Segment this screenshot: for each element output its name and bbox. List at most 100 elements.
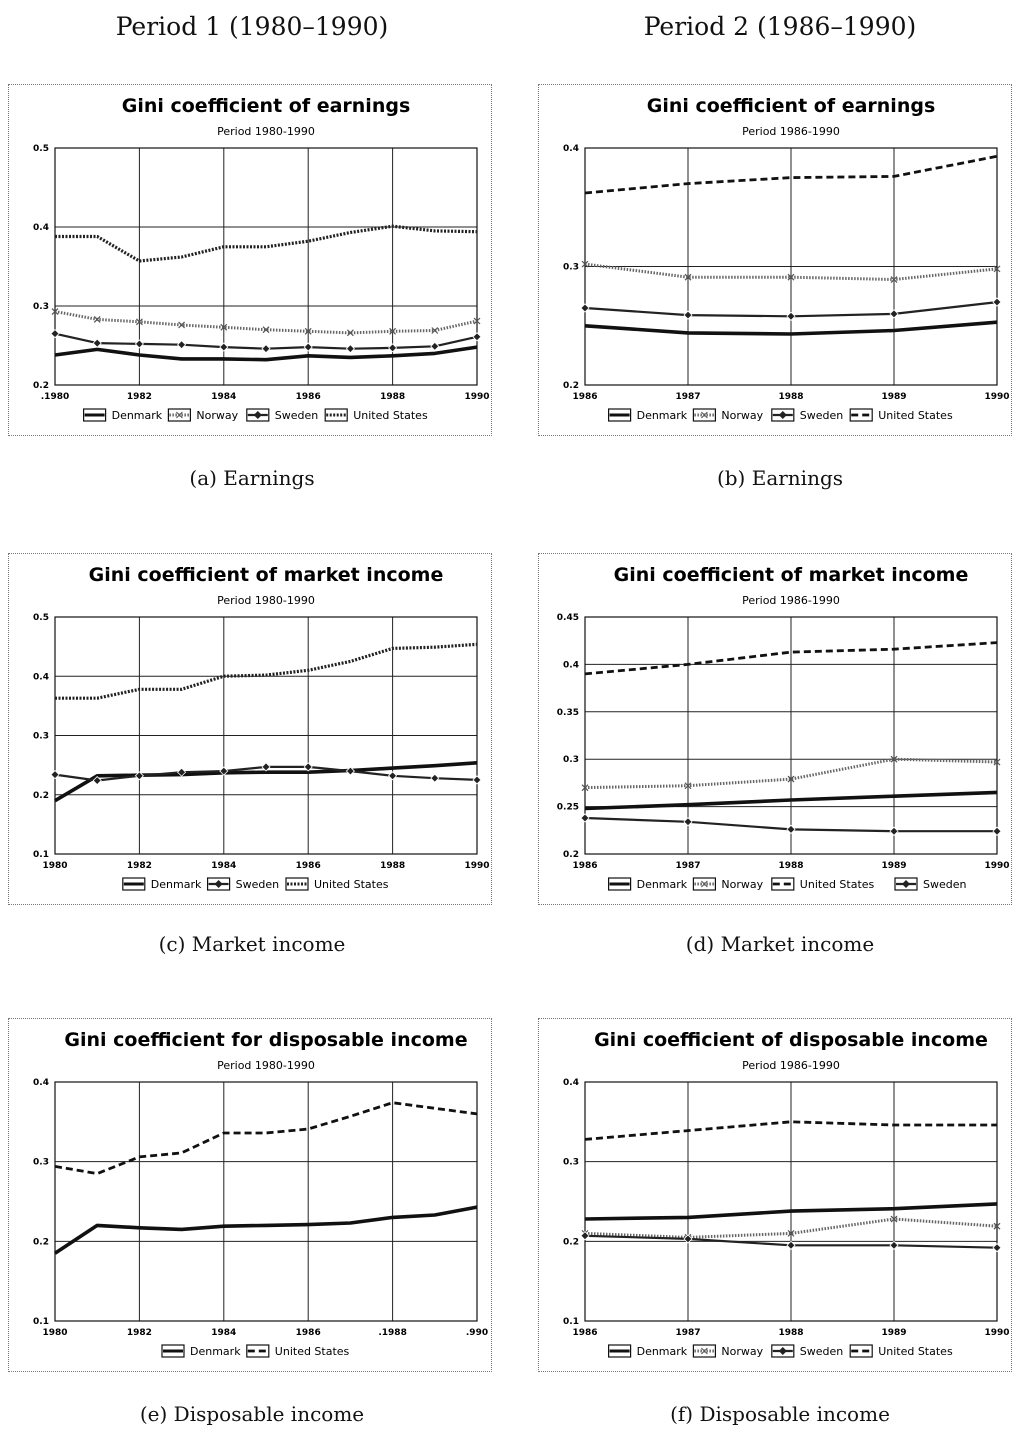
x-tick-label: 1986 (572, 861, 597, 871)
x-tick-label: 1986 (296, 861, 321, 871)
series-line-denmark (54, 1205, 478, 1255)
x-tick-label: 1990 (984, 1328, 1009, 1338)
x-tick-label: 1982 (127, 392, 152, 402)
x-tick-label: 1988 (380, 861, 405, 871)
x-tick-label: 1989 (881, 1328, 906, 1338)
series-line-united-states (55, 642, 478, 700)
data-point-sweden (92, 775, 102, 786)
series-line-denmark (54, 761, 478, 803)
y-tick-label: 0.3 (33, 732, 49, 742)
y-tick-label: 0.4 (563, 144, 579, 154)
y-tick-label: 0.3 (563, 755, 579, 765)
legend-swatch-united-states (324, 408, 348, 422)
x-tick-label: 1982 (127, 1328, 152, 1338)
x-tick-label: 1987 (675, 392, 700, 402)
chart-a: Gini coefficient of earnings Period 1980-… (8, 84, 492, 436)
data-point-sweden (992, 297, 1002, 307)
data-point-norway (684, 273, 692, 281)
data-point-norway (993, 265, 1001, 273)
data-point-norway (890, 1215, 898, 1223)
data-point-sweden (683, 1234, 693, 1244)
legend-swatch-united-states (849, 1344, 873, 1358)
legend-label-denmark: Denmark (190, 1345, 241, 1358)
x-tick-label: 1987 (675, 861, 700, 871)
column-heading-period-2: Period 2 (1986–1990) (643, 12, 917, 41)
data-point-sweden (345, 766, 355, 776)
legend-label-norway: Norway (196, 409, 238, 422)
caption-c: (c) Market income (158, 932, 346, 956)
data-point-norway (993, 1222, 1001, 1230)
data-point-norway (304, 327, 312, 335)
legend-marker-norway (701, 411, 708, 419)
data-point-sweden (134, 339, 144, 349)
data-point-norway (581, 260, 589, 268)
y-tick-label: 0.45 (557, 613, 579, 623)
y-tick-label: 0.1 (33, 1317, 49, 1327)
series-line-united-states (54, 1101, 478, 1176)
data-point-sweden (388, 343, 398, 353)
caption-e: (e) Disposable income (139, 1402, 365, 1426)
x-tick-label: 1986 (572, 392, 597, 402)
legend-label-sweden: Sweden (236, 878, 279, 891)
data-point-sweden (786, 311, 796, 321)
series-line-united-states (584, 154, 998, 195)
legend-marker-norway (701, 880, 708, 888)
caption-d: (d) Market income (685, 932, 875, 956)
y-tick-label: 0.4 (33, 672, 49, 682)
y-tick-label: 0.2 (33, 381, 49, 391)
legend-label-denmark: Denmark (112, 409, 163, 422)
chart-title: Gini coefficient of disposable income (594, 1029, 988, 1051)
legend-label-united-states: United States (878, 1345, 953, 1358)
y-tick-label: 0.5 (33, 613, 49, 623)
data-point-sweden (177, 340, 187, 350)
y-tick-label: 0.5 (33, 144, 49, 154)
chart-d-svg: Gini coefficient of market income Period … (557, 564, 1010, 891)
chart-c: Gini coefficient of market income Period … (8, 553, 492, 905)
plot-frame (584, 1081, 998, 1322)
chart-subtitle: Period 1986-1990 (742, 125, 840, 138)
x-tick-label: 1989 (881, 392, 906, 402)
x-tick-label: 1989 (881, 861, 906, 871)
chart-title: Gini coefficient of earnings (647, 95, 936, 117)
data-point-sweden (50, 329, 60, 339)
y-tick-label: 0.3 (563, 263, 579, 273)
data-point-sweden (683, 310, 693, 320)
legend-label-denmark: Denmark (151, 878, 202, 891)
y-tick-label: 0.2 (33, 1237, 49, 1247)
chart-title: Gini coefficient of earnings (122, 95, 411, 117)
legend-label-sweden: Sweden (275, 409, 318, 422)
legend-label-united-states: United States (878, 409, 953, 422)
plot-frame (54, 616, 478, 855)
x-tick-label: 1980 (42, 861, 67, 871)
x-tick-label: 1984 (211, 1328, 236, 1338)
x-tick-label: 1988 (778, 1328, 803, 1338)
series-line-united-states (584, 1120, 997, 1141)
data-point-norway (93, 316, 101, 323)
chart-subtitle: Period 1980-1990 (217, 594, 315, 607)
legend-label-denmark: Denmark (637, 878, 688, 891)
chart-e-svg: Gini coefficient for disposable income Pe… (33, 1029, 488, 1358)
legend-label-sweden: Sweden (923, 878, 966, 891)
data-point-sweden (889, 826, 899, 836)
data-point-norway (890, 276, 898, 283)
data-point-norway (51, 308, 59, 315)
caption-b: (b) Earnings (716, 466, 844, 490)
x-tick-label: 1990 (464, 392, 489, 402)
chart-subtitle: Period 1980-1990 (217, 1059, 315, 1072)
y-tick-label: 0.25 (557, 803, 579, 813)
data-point-sweden (134, 771, 144, 781)
data-point-sweden (992, 1243, 1002, 1253)
chart-title: Gini coefficient of market income (614, 564, 969, 586)
legend-label-united-states: United States (800, 878, 875, 891)
plot-frame (54, 147, 478, 386)
data-point-sweden (580, 813, 590, 823)
data-point-sweden (889, 1240, 899, 1250)
chart-subtitle: Period 1986-1990 (742, 1059, 840, 1072)
series-line-norway (584, 757, 998, 790)
y-tick-label: 0.2 (563, 381, 579, 391)
data-point-norway (993, 758, 1001, 766)
chart-subtitle: Period 1980-1990 (217, 125, 315, 138)
chart-b: Gini coefficient of earnings Period 1986-… (538, 84, 1012, 436)
chart-d: Gini coefficient of market income Period … (538, 553, 1012, 905)
y-tick-label: 0.1 (33, 850, 49, 860)
